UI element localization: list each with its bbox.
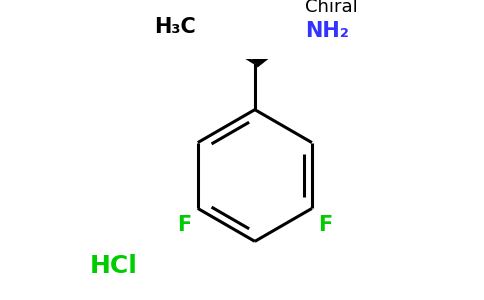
Text: Chiral: Chiral (305, 0, 358, 16)
Text: F: F (318, 215, 333, 235)
Text: F: F (177, 215, 191, 235)
Text: NH₂: NH₂ (305, 21, 349, 41)
Polygon shape (252, 32, 302, 67)
Text: HCl: HCl (90, 254, 137, 278)
Text: H₃C: H₃C (154, 17, 196, 37)
